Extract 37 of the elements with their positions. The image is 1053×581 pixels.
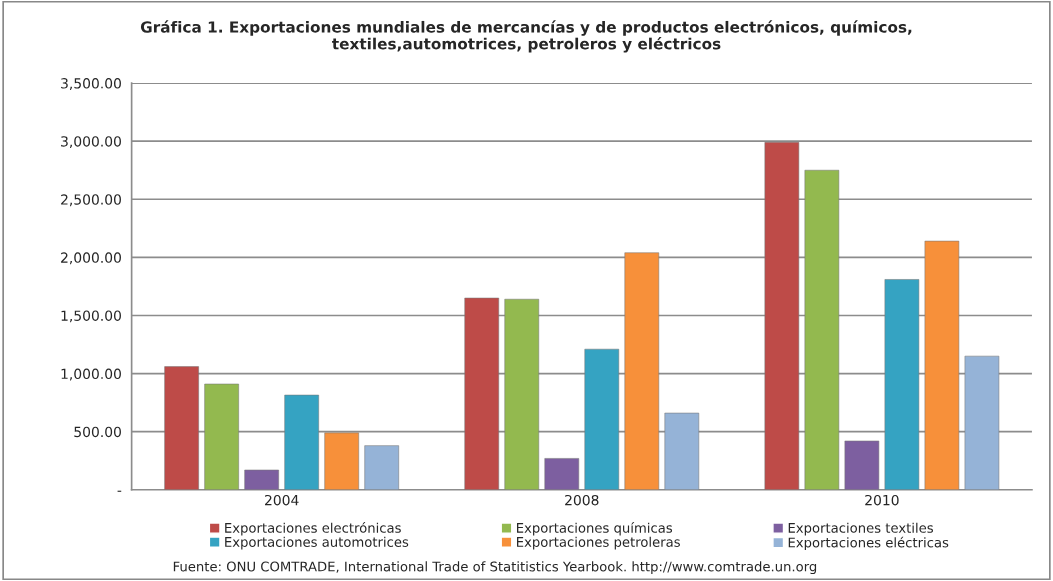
bar <box>244 469 279 490</box>
legend-label: Exportaciones electrónicas <box>225 522 401 536</box>
bar <box>624 252 660 490</box>
legend-label: Exportaciones eléctricas <box>788 536 949 551</box>
bar <box>204 383 239 490</box>
bar <box>764 142 800 490</box>
legend-label: Exportaciones petroleras <box>517 536 680 550</box>
legend-label: Exportaciones químicas <box>517 522 673 536</box>
y-tick-label: 1,500.00 <box>61 310 121 323</box>
source-note: Fuente: ONU COMTRADE, International Trade of Statitistics Yearbook. http://www.comtrade.un.org <box>173 561 817 575</box>
bar <box>464 297 500 490</box>
bar <box>844 440 880 490</box>
x-tick-label: 2004 <box>265 494 299 506</box>
y-tick-label: 1,000.00 <box>61 368 121 381</box>
y-tick-label: 3,000.00 <box>61 136 121 149</box>
y-tick-label: 2,500.00 <box>61 194 121 207</box>
x-tick-label: 2008 <box>565 494 599 506</box>
bar <box>544 458 580 490</box>
bar <box>364 445 399 490</box>
x-tick-label: 2010 <box>865 494 899 506</box>
bar <box>164 366 199 490</box>
bar <box>664 412 700 490</box>
bar <box>324 432 359 490</box>
bar <box>804 169 840 490</box>
bar <box>884 279 920 490</box>
bar <box>284 394 319 490</box>
bar <box>584 348 620 490</box>
legend-label: Exportaciones textiles <box>788 522 933 536</box>
chart-title: Gráfica 1. Exportaciones mundiales de mercancías y de productos electrónicos, químicos, textiles,automotrices, petroleros y eléctricos <box>140 20 912 53</box>
bar <box>924 240 960 490</box>
y-tick-label: 2,000.00 <box>61 252 121 265</box>
y-tick-label: 500.00 <box>74 426 121 438</box>
legend-label: Exportaciones automotrices <box>225 536 409 550</box>
y-tick-label: - <box>117 490 122 492</box>
bar <box>504 298 540 490</box>
y-tick-label: 3,500.00 <box>61 78 121 90</box>
bar <box>964 355 1000 490</box>
